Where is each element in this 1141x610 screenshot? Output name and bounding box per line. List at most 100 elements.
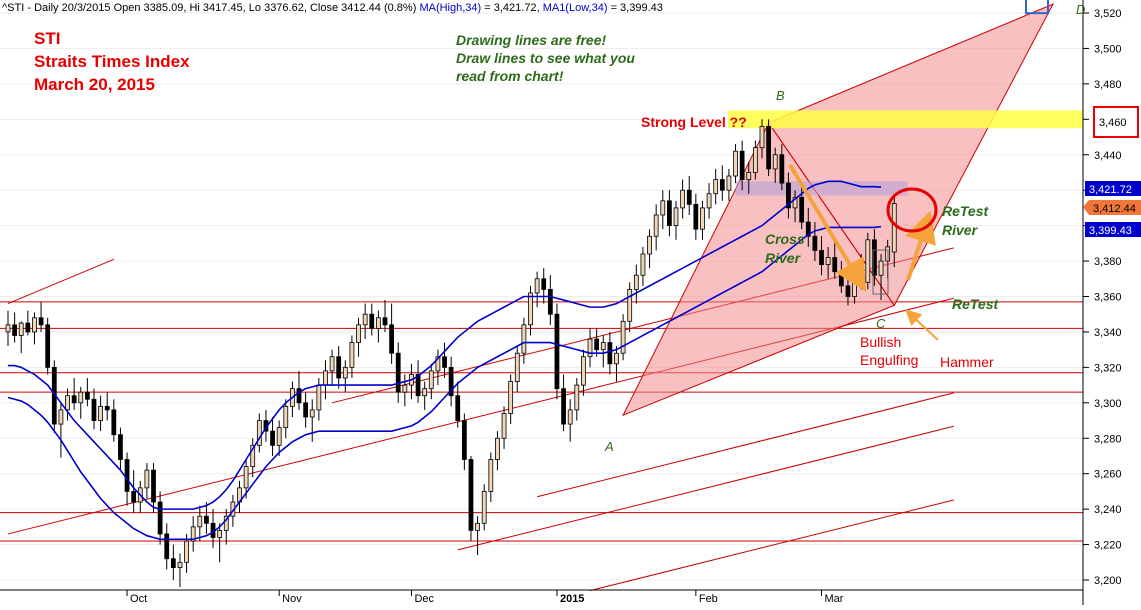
- x-tick-label: 2015: [560, 593, 584, 605]
- candle-body: [607, 342, 613, 365]
- candle-body: [786, 182, 791, 209]
- candle-body: [25, 322, 31, 333]
- candle-body: [356, 324, 361, 343]
- candle: [495, 431, 500, 471]
- candle-body: [772, 154, 778, 170]
- x-tick-label: Nov: [282, 593, 302, 605]
- candle-body: [58, 409, 64, 425]
- candle-body: [131, 491, 137, 503]
- candle: [402, 374, 408, 407]
- candle-body: [461, 420, 467, 460]
- candle: [415, 360, 421, 403]
- candle: [693, 193, 699, 240]
- candle-body: [805, 221, 811, 237]
- candle-body: [164, 533, 170, 560]
- candle: [779, 144, 785, 191]
- candle-body: [415, 374, 421, 397]
- candle-body: [561, 388, 566, 425]
- candle-body: [508, 381, 514, 414]
- candle: [600, 335, 606, 368]
- candle: [700, 200, 705, 240]
- candle: [627, 282, 633, 332]
- candle: [151, 463, 156, 513]
- candle-body: [495, 437, 500, 460]
- bullish-engulfing-box: [872, 249, 889, 295]
- candle: [528, 285, 533, 336]
- candle-body: [316, 384, 322, 411]
- candle: [349, 335, 355, 379]
- candle: [567, 399, 573, 442]
- candle: [647, 229, 652, 269]
- candle: [653, 204, 659, 251]
- x-tick-label: Dec: [414, 593, 434, 605]
- candle-body: [389, 324, 394, 354]
- point-d-box: [1025, 0, 1049, 15]
- candle-body: [521, 324, 527, 354]
- overlay-marks: [788, 163, 939, 341]
- candle-body: [395, 352, 401, 393]
- level-price-tag: 3,460: [1093, 106, 1139, 138]
- candle: [111, 399, 117, 442]
- candle-body: [686, 189, 692, 205]
- ma-high-line: [8, 180, 882, 510]
- candle-body: [276, 427, 282, 446]
- candle: [534, 271, 540, 308]
- candle: [468, 455, 474, 542]
- candle-body: [32, 317, 37, 333]
- candle: [667, 190, 672, 237]
- channel-line: [536, 392, 954, 498]
- candle: [84, 378, 90, 407]
- candle: [786, 172, 791, 219]
- candle: [204, 502, 209, 534]
- retest-circle: [886, 187, 938, 233]
- candle: [71, 378, 77, 410]
- candle-body: [739, 150, 745, 180]
- candle-body: [845, 285, 851, 297]
- candle: [766, 119, 771, 177]
- candle-body: [442, 356, 447, 368]
- retest-label: ReTest: [952, 296, 1000, 312]
- title-name: Straits Times Index: [34, 52, 190, 71]
- strong-level-label: Strong Level ??: [641, 114, 747, 130]
- note-line-2: Draw lines to see what you: [456, 50, 635, 66]
- bullish-engulfing-label-1: Bullish: [860, 334, 901, 350]
- candle: [825, 246, 831, 279]
- y-tick-label: 3,280: [1094, 433, 1122, 445]
- candle-body: [706, 193, 712, 209]
- candle: [197, 505, 203, 542]
- candle: [45, 317, 51, 375]
- x-tick-label: Feb: [699, 593, 718, 605]
- candle: [547, 275, 553, 325]
- candle: [706, 183, 712, 219]
- candle: [256, 413, 262, 453]
- svg-text:3,412.44: 3,412.44: [1093, 203, 1136, 215]
- candle-body: [184, 540, 189, 563]
- title-symbol: STI: [34, 29, 60, 48]
- candle-body: [878, 260, 884, 276]
- candle: [5, 310, 11, 347]
- candle-body: [151, 469, 156, 503]
- ma-low-price-tag: 3,399.43: [1085, 222, 1141, 237]
- candle: [514, 346, 520, 393]
- candle-body: [157, 501, 163, 535]
- candles: [5, 119, 897, 588]
- candle: [375, 310, 381, 343]
- candle-body: [256, 420, 262, 446]
- candle-body: [693, 203, 699, 230]
- candle-body: [766, 126, 771, 170]
- candle: [164, 523, 170, 570]
- candle: [461, 413, 467, 471]
- y-tick-label: 3,200: [1094, 575, 1122, 587]
- candle: [303, 392, 309, 428]
- resistance-band: [735, 181, 908, 196]
- candle-body: [600, 342, 606, 351]
- header-info: ^STI - Daily 20/3/2015 Open 3385.09, Hi …: [2, 2, 663, 14]
- candle: [382, 300, 388, 332]
- candle-body: [177, 561, 183, 568]
- candle-body: [303, 402, 309, 418]
- candle: [98, 395, 103, 432]
- retest-river-label-2: River: [942, 222, 979, 238]
- ma-low-line: [7, 225, 882, 541]
- candle-body: [71, 395, 77, 404]
